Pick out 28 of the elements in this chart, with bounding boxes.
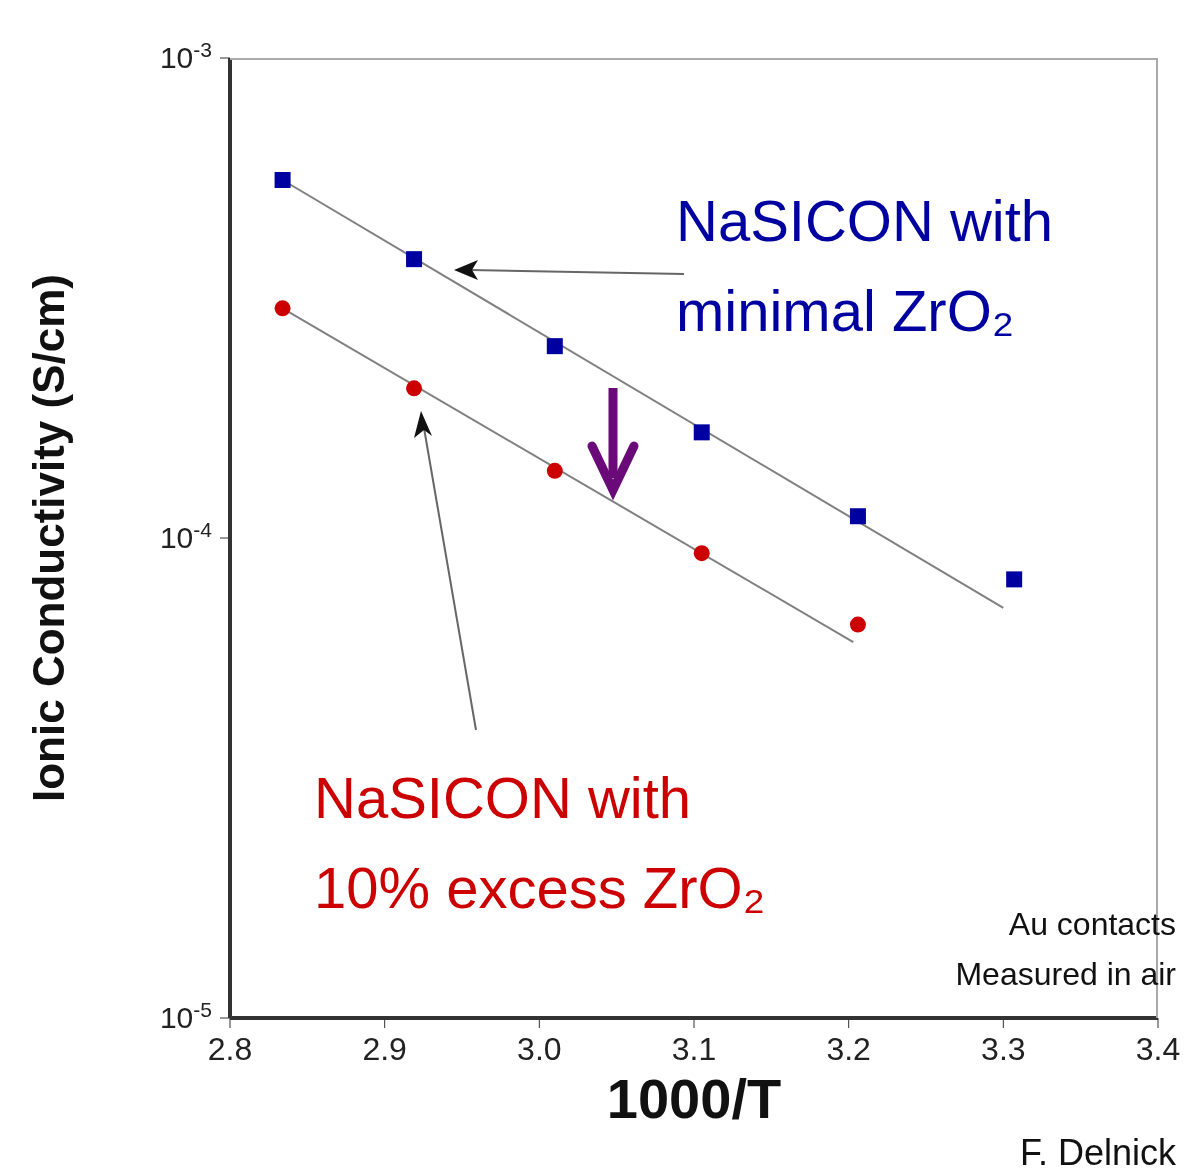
annotation: Measured in air xyxy=(955,956,1176,993)
x-tick-label: 3.4 xyxy=(1135,1031,1181,1067)
x-tick-label: 2.8 xyxy=(207,1031,253,1067)
point xyxy=(849,616,866,633)
annotation: Au contacts xyxy=(1008,906,1176,943)
point xyxy=(849,508,866,525)
point xyxy=(1006,571,1023,588)
y-axis-title: Ionic Conductivity (S/cm) xyxy=(23,273,73,803)
x-tick-label: 3.3 xyxy=(981,1031,1026,1067)
point xyxy=(274,300,291,317)
point xyxy=(274,171,291,188)
point xyxy=(406,380,423,397)
point xyxy=(406,251,423,268)
point xyxy=(546,462,563,479)
text: F. Delnick xyxy=(1019,1132,1176,1168)
y-tick-label: 10$^{-5}$ xyxy=(159,997,212,1034)
point xyxy=(693,424,710,441)
point xyxy=(546,338,563,355)
y-tick-label: 10$^{-4}$ xyxy=(159,517,213,554)
text: NaSICON with 10% excess ZrO₂ xyxy=(314,764,767,922)
x-axis-title: 1000/T xyxy=(606,1067,782,1130)
y-tick-label: 10$^{-3}$ xyxy=(159,37,212,74)
x-tick-label: 3.1 xyxy=(671,1031,717,1067)
x-tick-label: 3.2 xyxy=(826,1031,871,1067)
x-tick-label: 2.9 xyxy=(362,1031,407,1067)
point xyxy=(693,545,710,562)
series-label: NaSICON with minimal ZrO₂ xyxy=(676,187,1055,345)
x-tick-label: 3.0 xyxy=(517,1031,562,1067)
